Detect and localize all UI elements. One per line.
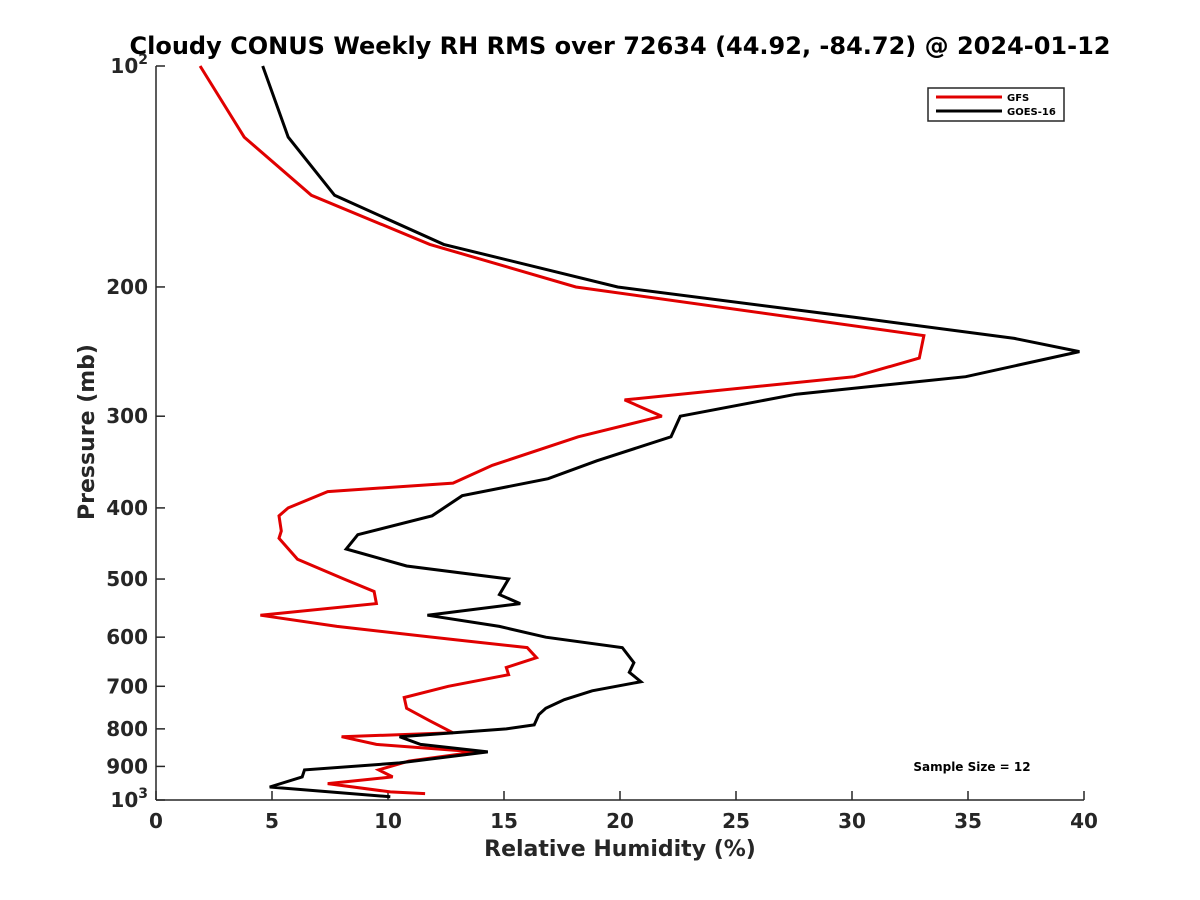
x-tick-label: 20 bbox=[606, 809, 634, 833]
y-tick-label: 300 bbox=[106, 404, 148, 428]
x-tick-label: 5 bbox=[265, 809, 279, 833]
y-tick-label: 102 bbox=[110, 52, 148, 78]
x-tick-label: 40 bbox=[1070, 809, 1098, 833]
y-tick-label: 600 bbox=[106, 625, 148, 649]
chart-title: Cloudy CONUS Weekly RH RMS over 72634 (4… bbox=[130, 32, 1111, 60]
x-tick-label: 10 bbox=[374, 809, 402, 833]
x-tick-label: 30 bbox=[838, 809, 866, 833]
series-line-gfs bbox=[198, 65, 926, 796]
y-tick-label: 400 bbox=[106, 496, 148, 520]
series-line-goes-16 bbox=[261, 65, 1080, 799]
series-layer bbox=[198, 65, 1080, 799]
x-axis-label: Relative Humidity (%) bbox=[484, 837, 756, 862]
y-tick-label: 700 bbox=[106, 674, 148, 698]
y-tick-label: 500 bbox=[106, 567, 148, 591]
legend-box bbox=[927, 87, 1065, 122]
sample-size-annotation: Sample Size = 12 bbox=[913, 760, 1030, 774]
legend-label-goes-16: GOES-16 bbox=[1007, 107, 1056, 118]
plot-area: 0 5 10 15 20 25 30 35 40 102 200 300 400 500 600 700 800… bbox=[106, 52, 1098, 833]
legend: GFS GOES-16 bbox=[927, 87, 1065, 122]
y-axis-label: Pressure (mb) bbox=[75, 344, 100, 520]
legend-label-gfs: GFS bbox=[1007, 93, 1029, 104]
x-tick-label: 35 bbox=[954, 809, 982, 833]
y-tick-label: 800 bbox=[106, 717, 148, 741]
x-tick-label: 25 bbox=[722, 809, 750, 833]
y-tick-label: 200 bbox=[106, 275, 148, 299]
x-tick-label: 0 bbox=[149, 809, 163, 833]
y-tick-label: 900 bbox=[106, 754, 148, 778]
x-tick-label: 15 bbox=[490, 809, 518, 833]
y-tick-label: 103 bbox=[110, 786, 148, 812]
